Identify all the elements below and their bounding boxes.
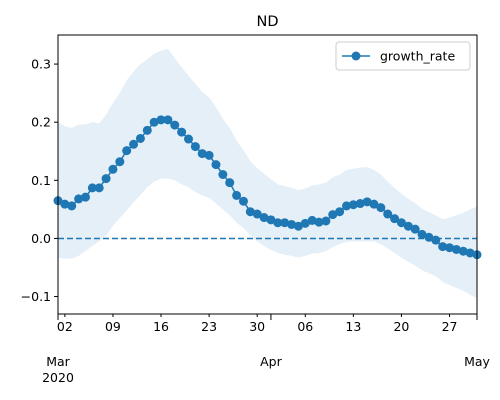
data-point [410, 224, 420, 234]
x-minor-tick-label: 13 [345, 319, 361, 334]
data-point [115, 157, 125, 167]
data-point [197, 149, 207, 159]
data-point [238, 196, 248, 206]
legend-box [335, 41, 471, 71]
legend-label-growth-rate: growth_rate [380, 49, 455, 64]
data-point [273, 218, 283, 228]
data-point [142, 125, 152, 135]
y-tick-label: 0.3 [31, 57, 51, 72]
data-point [390, 214, 400, 224]
data-point [293, 221, 303, 231]
data-point [458, 246, 468, 256]
data-point [225, 178, 235, 188]
data-point [87, 183, 97, 193]
data-point [94, 183, 104, 193]
data-point [328, 210, 338, 220]
x-minor-tick-label: 20 [393, 319, 409, 334]
data-point [211, 160, 221, 170]
x-minor-tick-label: 09 [105, 319, 121, 334]
data-point [232, 190, 242, 200]
data-point [417, 229, 427, 239]
data-point [362, 197, 372, 207]
data-point [369, 199, 379, 209]
data-point [438, 242, 448, 252]
data-point [129, 139, 139, 149]
axes-frame [57, 34, 478, 315]
data-point [280, 218, 290, 228]
x-year-label: 2020 [42, 370, 74, 385]
y-tick-label: 0.1 [31, 173, 51, 188]
y-tick-label: 0.2 [31, 115, 51, 130]
x-minor-tick-label: 02 [57, 319, 73, 334]
data-point [321, 216, 331, 226]
data-point [190, 142, 200, 152]
data-point [259, 213, 269, 223]
x-minor-tick-label: 16 [153, 319, 169, 334]
data-point [184, 134, 194, 144]
chart-title: ND [256, 14, 278, 30]
data-point [108, 164, 118, 174]
data-point [122, 146, 132, 156]
data-point [307, 215, 317, 225]
data-point [156, 115, 166, 125]
x-major-tick-label: Apr [260, 354, 282, 369]
data-point [383, 209, 393, 219]
data-point [149, 117, 159, 127]
data-point [355, 199, 365, 209]
confidence-band [58, 48, 477, 299]
x-minor-tick-label: 06 [297, 319, 313, 334]
data-point [431, 235, 441, 245]
data-point [204, 150, 214, 160]
x-minor-tick-label: 23 [201, 319, 217, 334]
data-point [335, 207, 345, 217]
legend-dot-marker [351, 51, 361, 61]
data-point [74, 194, 84, 204]
data-point [465, 248, 475, 258]
data-point [135, 133, 145, 143]
data-point [287, 219, 297, 229]
data-point [60, 199, 70, 209]
x-major-tick-label: May [464, 354, 490, 369]
y-tick-label: 0.0 [31, 231, 51, 246]
data-point [266, 215, 276, 225]
plot-area [53, 48, 482, 299]
data-point [170, 120, 180, 130]
x-major-tick-label: Mar [46, 354, 70, 369]
y-tick-label: −0.1 [21, 289, 51, 304]
data-point [348, 200, 358, 210]
legend: growth_rate [335, 41, 471, 71]
data-point [252, 209, 262, 219]
data-point [445, 243, 455, 253]
data-point [245, 207, 255, 217]
data-point [314, 217, 324, 227]
data-point [376, 203, 386, 213]
data-point [163, 115, 173, 125]
data-point [67, 201, 77, 211]
data-point [177, 127, 187, 137]
data-point [341, 201, 351, 211]
data-point [424, 232, 434, 242]
x-minor-tick-label: 30 [249, 319, 265, 334]
data-point [101, 174, 111, 184]
data-point [396, 218, 406, 228]
x-minor-tick-label: 27 [442, 319, 458, 334]
axes: −0.1 0.0 0.1 0.2 0.3 02 09 16 23 30 06 13 20 27 Mar202… [21, 57, 491, 385]
data-point [403, 221, 413, 231]
data-point [300, 218, 310, 228]
data-point [218, 170, 228, 179]
data-point [80, 192, 90, 202]
data-point [451, 244, 461, 254]
